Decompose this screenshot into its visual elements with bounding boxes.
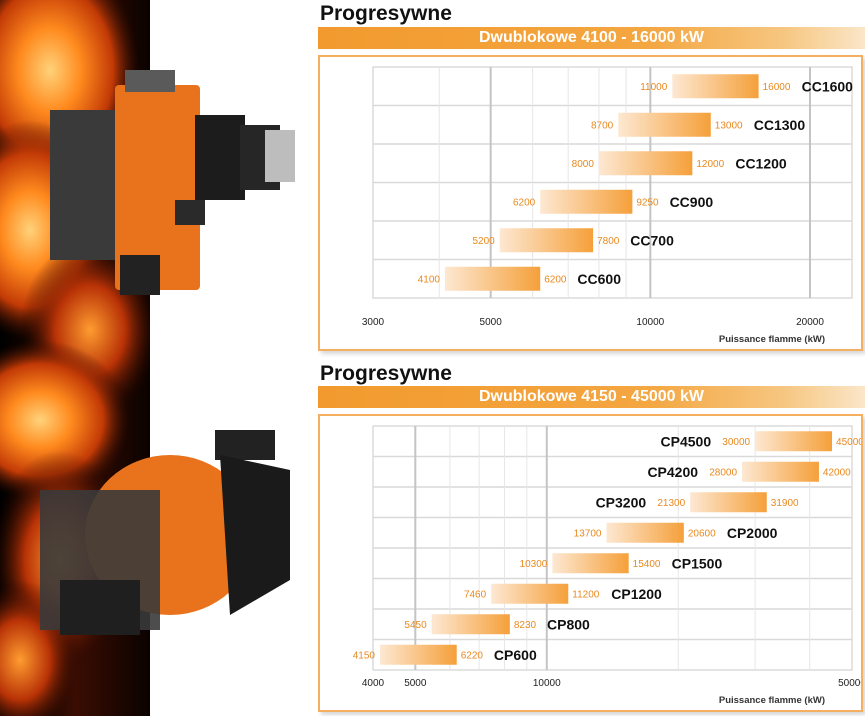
model-label: CC1200	[735, 155, 787, 171]
range-banner-1: Dwublokowe 4100 - 16000 kW	[318, 27, 865, 49]
range-bar-cc1300	[618, 112, 711, 137]
max-value-label: 20600	[688, 528, 716, 539]
min-value-label: 8000	[572, 159, 595, 170]
model-label: CC900	[670, 194, 714, 210]
x-tick-label: 10000	[636, 317, 664, 328]
min-value-label: 5450	[404, 620, 427, 631]
max-value-label: 12000	[696, 159, 724, 170]
model-label: CC1300	[754, 117, 806, 133]
min-value-label: 7460	[464, 589, 487, 600]
min-value-label: 28000	[709, 467, 737, 478]
min-value-label: 5200	[472, 236, 495, 247]
max-value-label: 9250	[636, 197, 659, 208]
range-bar-cp600	[379, 644, 457, 665]
x-tick-label: 3000	[362, 317, 385, 328]
max-value-label: 31900	[771, 498, 799, 509]
range-chart-cp: 4000 5000 10000 50000 Puissance flamme (kW) 3…	[353, 425, 861, 706]
range-bar-cp4500	[755, 431, 833, 452]
range-bar-cp4200	[742, 461, 819, 482]
x-tick-label: 5000	[404, 678, 427, 689]
model-label: CP2000	[727, 525, 778, 541]
max-value-label: 11200	[572, 589, 600, 600]
section-title-2: Progresywne	[320, 362, 452, 385]
model-label: CC700	[630, 232, 674, 248]
model-label: CP4200	[647, 464, 698, 480]
range-bar-cc700	[499, 228, 594, 253]
max-value-label: 13000	[715, 120, 743, 131]
min-value-label: 8700	[591, 120, 614, 131]
x-tick-label: 4000	[362, 678, 385, 689]
x-tick-label: 20000	[796, 317, 824, 328]
model-label: CP4500	[661, 433, 712, 449]
min-value-label: 4100	[418, 274, 441, 285]
max-value-label: 7800	[597, 236, 620, 247]
min-value-label: 30000	[722, 437, 750, 448]
min-value-label: 4150	[353, 650, 376, 661]
x-axis-label: Puissance flamme (kW)	[719, 695, 825, 706]
model-label: CP1200	[611, 586, 662, 602]
range-bar-cc600	[444, 266, 541, 291]
x-tick-label: 5000	[480, 317, 503, 328]
model-label: CP800	[547, 616, 590, 632]
x-axis-label: Puissance flamme (kW)	[719, 334, 825, 345]
model-label: CP600	[494, 647, 537, 663]
range-bar-cp2000	[606, 522, 684, 543]
burner-photo-cp	[40, 430, 290, 635]
max-value-label: 8230	[514, 620, 537, 631]
min-value-label: 21300	[657, 498, 685, 509]
range-bar-cc1200	[598, 151, 693, 176]
min-value-label: 13700	[574, 528, 602, 539]
max-value-label: 16000	[763, 82, 791, 93]
x-tick-label: 50000	[838, 678, 861, 689]
max-value-label: 6220	[461, 650, 484, 661]
model-label: CP3200	[596, 494, 647, 510]
range-bar-cc900	[540, 189, 633, 214]
max-value-label: 15400	[633, 559, 661, 570]
model-label: CC1600	[802, 78, 854, 94]
max-value-label: 6200	[544, 274, 567, 285]
range-banner-2: Dwublokowe 4150 - 45000 kW	[318, 386, 865, 408]
range-bar-cp3200	[690, 492, 767, 513]
max-value-label: 42000	[823, 467, 851, 478]
model-label: CC600	[577, 271, 621, 287]
burner-photo-cc	[50, 70, 295, 295]
range-bar-cc1600	[672, 74, 759, 99]
chart-frame-1: 3000 5000 10000 20000 Puissance flamme (kW) 1…	[318, 55, 863, 351]
range-bar-cp800	[431, 614, 510, 635]
section-title-1: Progresywne	[320, 2, 452, 25]
range-bar-cp1200	[491, 583, 569, 604]
max-value-label: 45000	[836, 437, 861, 448]
min-value-label: 11000	[640, 82, 668, 93]
min-value-label: 10300	[520, 559, 548, 570]
model-label: CP1500	[672, 555, 723, 571]
min-value-label: 6200	[513, 197, 536, 208]
range-chart-cc: 3000 5000 10000 20000 Puissance flamme (kW) 1…	[362, 66, 854, 345]
range-bar-cp1500	[552, 553, 629, 574]
x-tick-label: 10000	[533, 678, 561, 689]
chart-frame-2: 4000 5000 10000 50000 Puissance flamme (kW) 3…	[318, 414, 863, 712]
